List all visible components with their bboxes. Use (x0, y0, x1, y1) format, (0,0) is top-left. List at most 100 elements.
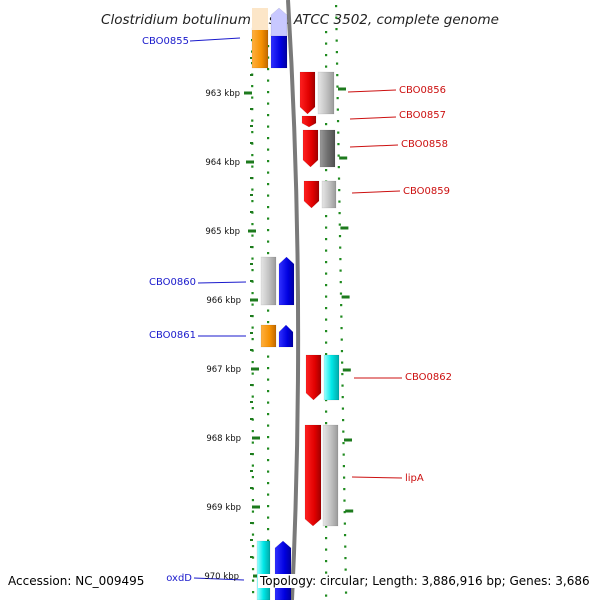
dot-left-inner (267, 493, 270, 496)
dot-left-inner (267, 171, 270, 174)
dot-left-outer (251, 188, 254, 191)
gene-cbo0858-cds (319, 129, 336, 168)
dot-left-inner (267, 217, 270, 220)
minor-tick (250, 263, 253, 265)
dot-right-outer (342, 476, 346, 479)
dot-right-inner (325, 42, 328, 45)
dot-right-outer (341, 361, 344, 364)
dot-right-outer (344, 591, 348, 594)
dot-right-outer (341, 373, 344, 376)
gene-label-lipa[interactable]: lipA (405, 473, 424, 484)
dot-right-outer (343, 488, 346, 491)
gene-cbo0857-feature (301, 115, 317, 128)
dot-left-inner (267, 79, 270, 82)
dot-left-inner (267, 309, 270, 312)
minor-tick (250, 280, 253, 282)
gene-cbo0859-cds (321, 180, 337, 209)
dot-left-inner (267, 470, 270, 473)
dot-right-inner (325, 249, 328, 252)
dot-left-outer (251, 591, 255, 594)
leader-line (347, 89, 397, 93)
dot-right-outer (340, 315, 343, 318)
dot-left-outer (251, 326, 254, 329)
dot-right-outer (339, 258, 342, 261)
genome-summary-text: Topology: circular; Length: 3,886,916 bp… (258, 574, 592, 588)
gene-label-cbo0860[interactable]: CBO0860 (149, 277, 196, 288)
leader-line (349, 116, 397, 120)
dot-right-outer (335, 5, 338, 8)
leader-line (193, 577, 245, 581)
major-tick (250, 298, 258, 302)
minor-tick (250, 142, 253, 144)
minor-tick (250, 470, 253, 472)
backbone-arc (286, 0, 301, 600)
gene-cbo0861-cds (278, 324, 294, 348)
gene-label-cbo0862[interactable]: CBO0862 (405, 372, 452, 383)
gene-label-oxdd[interactable]: oxdD (166, 573, 192, 584)
dot-left-outer (251, 269, 254, 272)
dot-right-outer (342, 419, 345, 422)
dot-left-inner (267, 321, 270, 324)
gene-cbo0856-feature (299, 71, 316, 115)
minor-tick (250, 418, 253, 420)
gene-label-cbo0861[interactable]: CBO0861 (149, 330, 196, 341)
dot-right-outer (338, 235, 342, 238)
dot-left-inner (267, 68, 270, 71)
dot-right-inner (325, 399, 328, 402)
dot-right-inner (325, 318, 328, 321)
gene-oxdd-feature (256, 540, 271, 600)
major-tick-right (341, 295, 350, 299)
dot-right-inner (325, 261, 328, 264)
major-tick (248, 229, 256, 233)
gene-label-cbo0859[interactable]: CBO0859 (403, 186, 450, 197)
dot-right-outer (343, 534, 347, 537)
tick-label-group: 963 kbp 964 kbp 965 kbp 966 kbp 967 kbp … (204, 89, 241, 582)
dot-left-outer (251, 119, 254, 122)
dot-left-inner (267, 114, 270, 117)
dot-right-outer (339, 269, 342, 272)
leader-line (197, 281, 247, 284)
dot-left-outer (251, 499, 255, 502)
gene-cbo0855-cds (270, 33, 288, 69)
dot-right-outer (343, 511, 346, 514)
gene-label-cbo0857[interactable]: CBO0857 (399, 110, 446, 121)
dot-right-inner (325, 422, 328, 425)
dot-left-inner (267, 516, 270, 519)
dot-left-outer (251, 556, 255, 559)
dot-right-outer (340, 304, 343, 307)
dot-left-inner (267, 539, 270, 542)
dot-left-inner (267, 240, 270, 243)
tick-label-964: 964 kbp (205, 158, 240, 168)
dot-left-outer (251, 338, 254, 341)
minor-tick (250, 556, 253, 558)
dot-right-outer (337, 166, 340, 169)
gene-label-cbo0858[interactable]: CBO0858 (401, 139, 448, 150)
dot-left-inner (267, 436, 270, 439)
dot-left-outer (251, 85, 254, 88)
dot-right-inner (325, 525, 328, 528)
dot-left-inner (267, 355, 270, 358)
dot-right-inner (325, 54, 328, 57)
gene-cbo0862-cds (323, 354, 340, 401)
major-tick-right (344, 438, 352, 442)
dot-left-inner (267, 56, 270, 59)
gene-label-cbo0856[interactable]: CBO0856 (399, 85, 446, 96)
major-tick (244, 91, 252, 95)
dot-right-outer (344, 545, 347, 548)
gene-cbo0855-cds-fade (270, 7, 288, 37)
minor-tick (250, 246, 253, 248)
gene-lipa-feature (304, 424, 322, 527)
dot-right-outer (337, 143, 340, 146)
dot-left-outer (251, 96, 254, 99)
gene-cbo0855-feature (251, 27, 269, 69)
dot-right-inner (325, 226, 328, 229)
dot-right-outer (343, 522, 346, 525)
gene-label-cbo0855[interactable]: CBO0855 (142, 36, 189, 47)
dot-right-outer (344, 557, 347, 560)
dot-left-outer (251, 292, 254, 295)
dot-right-outer (336, 120, 340, 123)
dot-right-outer (342, 442, 345, 445)
dot-left-inner (267, 528, 270, 531)
dot-right-outer (341, 396, 344, 399)
dot-left-inner (267, 390, 270, 393)
